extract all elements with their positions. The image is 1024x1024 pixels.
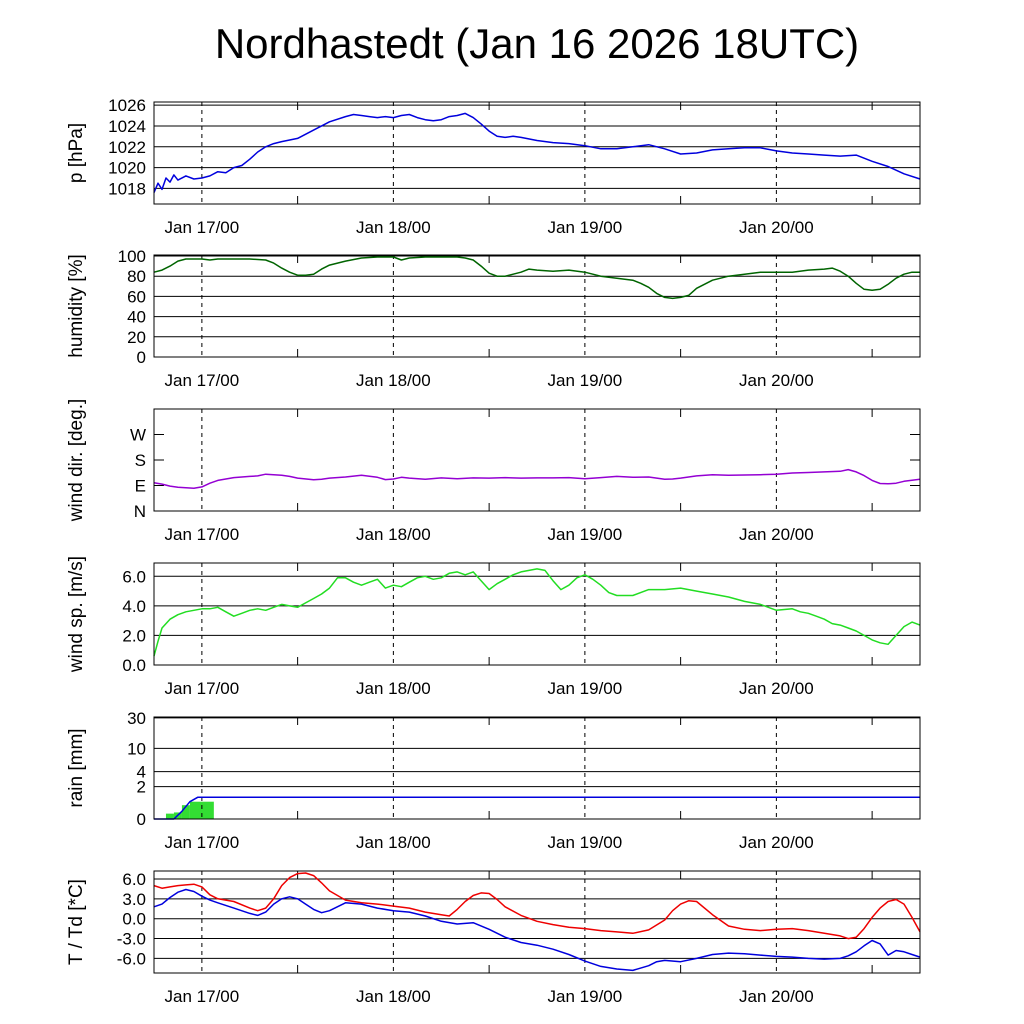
x-tick-label: Jan 20/00 bbox=[739, 371, 814, 390]
y-axis-label: wind dir. [deg.] bbox=[66, 399, 87, 523]
plot-frame bbox=[153, 716, 921, 820]
rain-bar bbox=[181, 805, 190, 819]
x-tick-label: Jan 18/00 bbox=[356, 371, 431, 390]
plot-frame bbox=[153, 101, 921, 205]
series-line-pressure bbox=[153, 112, 921, 193]
y-tick-label: 2.0 bbox=[122, 626, 146, 645]
x-tick-label: Jan 19/00 bbox=[548, 987, 623, 1006]
y-axis-label: p [hPa] bbox=[66, 123, 87, 183]
x-tick-label: Jan 17/00 bbox=[165, 679, 240, 698]
plot-frame bbox=[153, 254, 921, 358]
series-line-temperature bbox=[153, 872, 921, 940]
y-tick-label: 0.0 bbox=[122, 656, 146, 675]
plot-frame bbox=[153, 870, 921, 974]
x-tick-label: Jan 19/00 bbox=[548, 833, 623, 852]
plot-frame bbox=[153, 408, 921, 512]
y-tick-label: 6.0 bbox=[122, 870, 146, 889]
y-tick-label: 10 bbox=[127, 739, 146, 758]
y-tick-label: 60 bbox=[127, 287, 146, 306]
x-tick-label: Jan 17/00 bbox=[165, 218, 240, 237]
y-tick-label: 6.0 bbox=[122, 567, 146, 586]
y-tick-label: 1018 bbox=[108, 179, 146, 198]
series-line-wind_sp bbox=[153, 568, 921, 657]
x-tick-label: Jan 20/00 bbox=[739, 218, 814, 237]
x-tick-label: Jan 19/00 bbox=[548, 679, 623, 698]
x-tick-label: Jan 18/00 bbox=[356, 679, 431, 698]
y-axis-label: T / Td [*C] bbox=[66, 879, 87, 965]
panel-5: 0 24 10 30 Jan 17/00 Jan 18/00 Jan 19/00 Jan 20… bbox=[66, 709, 921, 852]
x-tick-label: Jan 19/00 bbox=[548, 218, 623, 237]
x-tick-label: Jan 17/00 bbox=[165, 987, 240, 1006]
y-tick-label: 20 bbox=[127, 328, 146, 347]
panel-4: 0.0 2.0 4.0 6.0 Jan 17/00 Jan 18/00 Jan 19/00 J… bbox=[66, 556, 921, 698]
x-tick-label: Jan 20/00 bbox=[739, 679, 814, 698]
x-tick-label: Jan 18/00 bbox=[356, 525, 431, 544]
rain-bar bbox=[165, 813, 174, 819]
series-line-wind_dir bbox=[153, 468, 921, 490]
x-tick-label: Jan 18/00 bbox=[356, 218, 431, 237]
y-tick-label: 1026 bbox=[108, 96, 146, 115]
x-tick-label: Jan 17/00 bbox=[165, 525, 240, 544]
y-tick-label: 30 bbox=[127, 709, 146, 728]
chart-title: Nordhastedt (Jan 16 2026 18UTC) bbox=[214, 20, 860, 67]
y-axis-label: wind sp. [m/s] bbox=[66, 556, 87, 673]
y-tick-label: 2 bbox=[137, 778, 146, 797]
x-tick-label: Jan 20/00 bbox=[739, 525, 814, 544]
x-tick-label: Jan 19/00 bbox=[548, 371, 623, 390]
panel-6: -6.0-3.00.03.06.0 Jan 17/00 Jan 18/00 Jan 1… bbox=[66, 870, 921, 1006]
y-tick-label: 100 bbox=[118, 247, 146, 266]
x-tick-label: Jan 18/00 bbox=[356, 833, 431, 852]
y-tick-label: 4 bbox=[137, 763, 146, 782]
x-tick-label: Jan 18/00 bbox=[356, 987, 431, 1006]
y-tick-label: -3.0 bbox=[117, 930, 146, 949]
plot-frame bbox=[153, 562, 921, 666]
y-tick-label: 40 bbox=[127, 308, 146, 327]
rain-bar bbox=[189, 801, 214, 819]
y-axis-label: humidity [%] bbox=[66, 254, 87, 357]
y-tick-label: 3.0 bbox=[122, 890, 146, 909]
y-tick-label: 1024 bbox=[108, 117, 146, 136]
x-tick-label: Jan 19/00 bbox=[548, 525, 623, 544]
y-tick-label: E bbox=[135, 477, 146, 496]
x-tick-label: Jan 17/00 bbox=[165, 833, 240, 852]
y-tick-label: 80 bbox=[127, 267, 146, 286]
y-tick-label: 0.0 bbox=[122, 910, 146, 929]
y-tick-label: W bbox=[130, 426, 146, 445]
y-tick-label: 1020 bbox=[108, 159, 146, 178]
y-axis-label: rain [mm] bbox=[66, 728, 87, 807]
y-tick-label: -6.0 bbox=[117, 949, 146, 968]
series-line-rain_line bbox=[154, 796, 920, 820]
y-tick-label: 0 bbox=[137, 810, 146, 829]
y-tick-label: S bbox=[135, 451, 146, 470]
x-tick-label: Jan 17/00 bbox=[165, 371, 240, 390]
series-line-dewpoint bbox=[153, 888, 921, 972]
y-tick-label: 1022 bbox=[108, 138, 146, 157]
y-tick-label: N bbox=[134, 502, 146, 521]
x-tick-label: Jan 20/00 bbox=[739, 833, 814, 852]
y-tick-label: 0 bbox=[137, 348, 146, 367]
x-tick-label: Jan 20/00 bbox=[739, 987, 814, 1006]
y-tick-label: 4.0 bbox=[122, 597, 146, 616]
series-line-humidity bbox=[153, 256, 920, 300]
